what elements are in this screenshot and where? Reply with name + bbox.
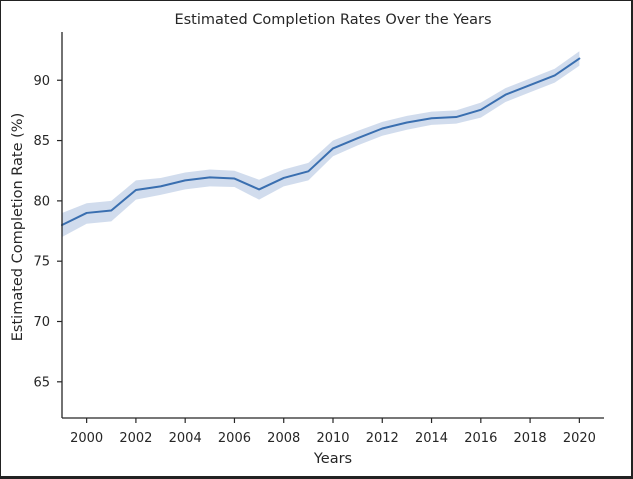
confidence-band-layer bbox=[62, 51, 580, 238]
y-tick-label: 80 bbox=[33, 194, 50, 209]
x-axis-ticks: 2000 2002 2004 2006 2008 2010 2012 2014 2016 2018… bbox=[70, 418, 596, 446]
x-tick-label: 2004 bbox=[169, 431, 202, 446]
x-tick-label: 2008 bbox=[267, 431, 300, 446]
x-tick-label: 2018 bbox=[514, 431, 547, 446]
y-tick-label: 70 bbox=[33, 315, 50, 330]
chart-title: Estimated Completion Rates Over the Year… bbox=[174, 12, 491, 28]
y-axis-label: Estimated Completion Rate (%) bbox=[10, 113, 26, 341]
x-tick-label: 2000 bbox=[70, 431, 103, 446]
y-tick-label: 65 bbox=[33, 375, 50, 390]
confidence-band bbox=[62, 51, 580, 238]
series-line bbox=[61, 57, 581, 226]
x-tick-label: 2012 bbox=[366, 431, 399, 446]
y-tick-label: 75 bbox=[33, 255, 50, 270]
x-axis-label: Years bbox=[313, 451, 352, 467]
x-tick-label: 2010 bbox=[316, 431, 349, 446]
x-tick-label: 2020 bbox=[563, 431, 596, 446]
y-axis-ticks: 65 70 75 80 85 90 bbox=[33, 74, 62, 390]
series-line-layer bbox=[61, 57, 581, 226]
y-tick-label: 85 bbox=[33, 134, 50, 149]
x-tick-label: 2016 bbox=[464, 431, 497, 446]
x-tick-label: 2014 bbox=[415, 431, 448, 446]
y-tick-label: 90 bbox=[33, 74, 50, 89]
x-tick-label: 2002 bbox=[119, 431, 152, 446]
x-tick-label: 2006 bbox=[218, 431, 251, 446]
